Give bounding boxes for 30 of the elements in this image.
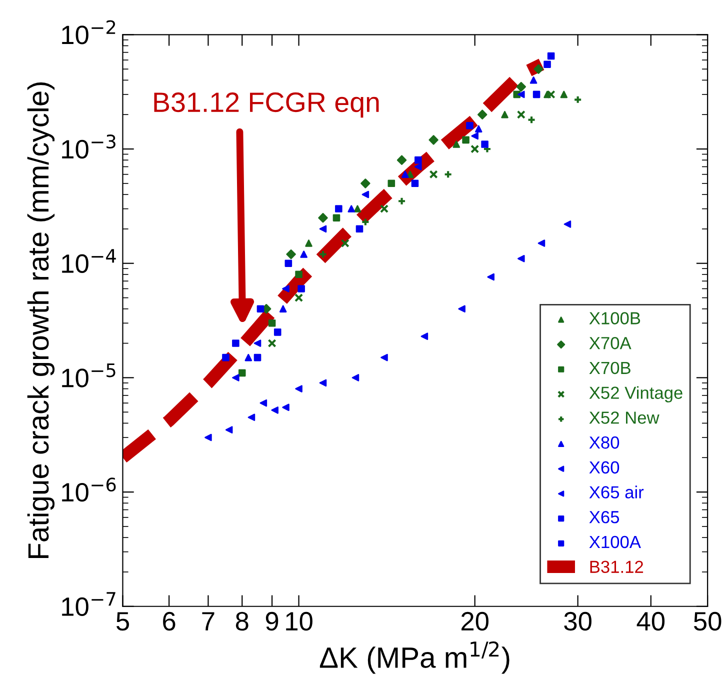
x-tick-label: 8 bbox=[236, 612, 248, 631]
y-tick-label: 10$^{−7}$ bbox=[62, 592, 116, 616]
x-axis-title: ΔK (MPa m$^{1/2}$) bbox=[320, 641, 510, 674]
x-tick-label: 10 bbox=[286, 612, 312, 631]
x-tick-label: 9 bbox=[266, 612, 278, 631]
y-tick-label: 10$^{−3}$ bbox=[62, 134, 116, 159]
y-tick-label: 10$^{−2}$ bbox=[62, 20, 116, 44]
legend-label: B31.12 bbox=[590, 560, 644, 574]
y-tick-label: 10$^{−6}$ bbox=[62, 478, 116, 502]
x-tick-label: 7 bbox=[202, 612, 214, 630]
x-tick-label: 6 bbox=[163, 612, 176, 631]
legend-label: X52 Vintage bbox=[589, 386, 682, 402]
legend-label: X65 bbox=[589, 511, 620, 524]
legend-label: X70A bbox=[589, 336, 632, 350]
legend-label: X80 bbox=[589, 436, 620, 449]
legend-label: X100A bbox=[589, 536, 641, 548]
x-tick-label: 30 bbox=[564, 612, 592, 631]
legend-label: X65 air bbox=[589, 486, 644, 498]
x-tick-label: 20 bbox=[461, 612, 488, 631]
legend-label: X60 bbox=[589, 461, 620, 474]
y-tick-label: 10$^{−4}$ bbox=[62, 249, 116, 273]
legend-label: X100B bbox=[589, 312, 640, 324]
x-tick-label: 40 bbox=[636, 612, 665, 631]
y-tick-label: 10$^{−5}$ bbox=[62, 363, 116, 388]
annotation: B31.12 FCGR eqn bbox=[154, 92, 379, 118]
legend-label: X52 New bbox=[589, 412, 660, 424]
x-tick-label: 50 bbox=[694, 612, 722, 631]
y-axis-title: Fatigue crack growth rate (mm/cycle) bbox=[27, 82, 55, 558]
legend-label: X70B bbox=[589, 362, 630, 374]
x-tick-label: 5 bbox=[116, 612, 129, 631]
